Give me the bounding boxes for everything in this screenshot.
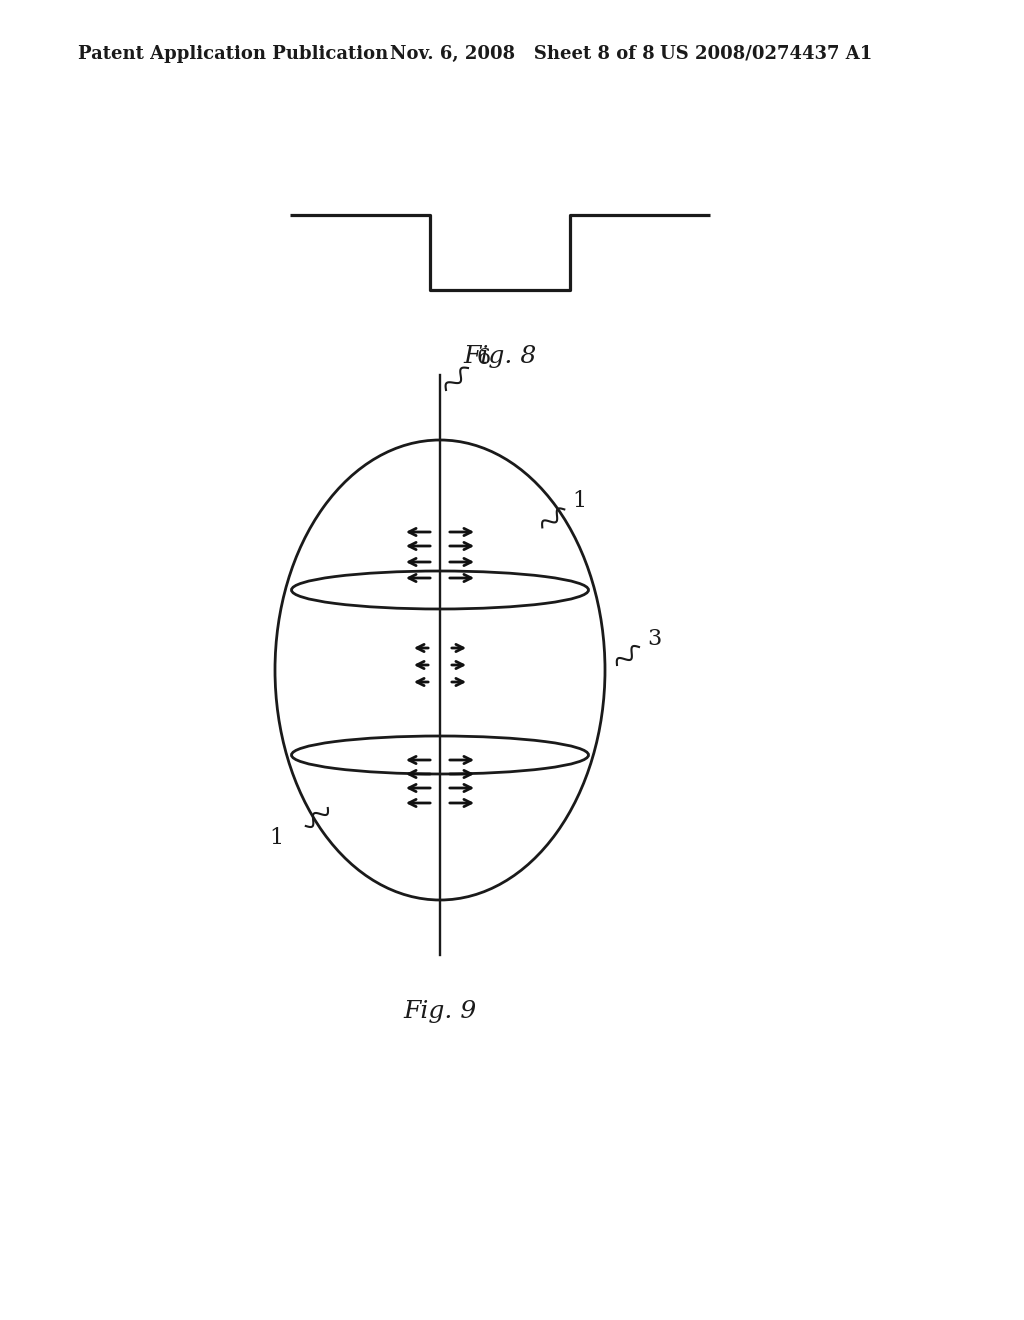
Text: 6: 6 [476, 347, 490, 370]
Text: Fig. 8: Fig. 8 [464, 345, 537, 368]
Text: Nov. 6, 2008   Sheet 8 of 8: Nov. 6, 2008 Sheet 8 of 8 [390, 45, 654, 63]
Text: 1: 1 [572, 491, 587, 512]
Text: Fig. 9: Fig. 9 [403, 1001, 476, 1023]
Text: 3: 3 [647, 628, 662, 649]
Text: 1: 1 [269, 828, 284, 849]
Text: US 2008/0274437 A1: US 2008/0274437 A1 [660, 45, 872, 63]
Text: Patent Application Publication: Patent Application Publication [78, 45, 388, 63]
